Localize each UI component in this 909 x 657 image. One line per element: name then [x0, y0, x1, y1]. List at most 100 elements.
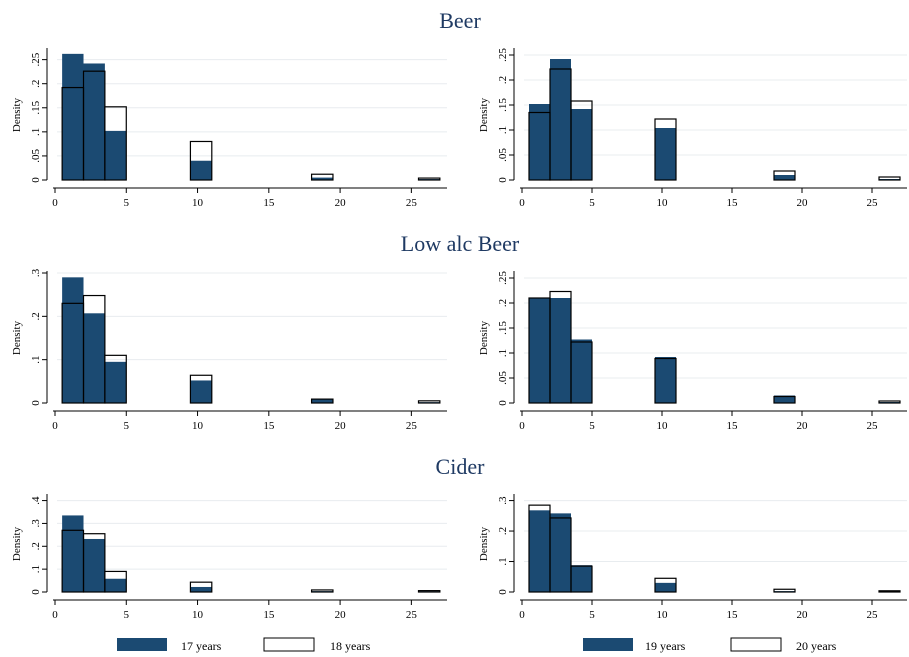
bar-20-years [549, 517, 572, 593]
y-tick-label: 0 [30, 589, 42, 595]
bar-17-years [190, 380, 212, 403]
y-tick-label: .1 [30, 356, 42, 364]
y-tick-label: .15 [30, 100, 42, 114]
x-tick-label: 5 [124, 609, 130, 621]
y-tick-label: .25 [30, 52, 42, 66]
bar-17-years [104, 130, 127, 180]
bar-17-years [83, 313, 105, 403]
panel-cider-right: 0 .1 .2 .3 Density 0 5 10 15 20 25 [478, 494, 907, 621]
y-tick-label: .1 [30, 565, 42, 573]
bar-19-years [655, 582, 676, 592]
bar-17-years [83, 63, 105, 181]
x-tick-label: 15 [263, 197, 275, 209]
y-axis-label: Density [11, 526, 23, 561]
bar-18-years [310, 173, 334, 181]
bar-18-years [82, 294, 106, 404]
x-tick-label: 25 [867, 197, 879, 209]
y-tick-label: .05 [497, 148, 509, 162]
bar-19-years [550, 298, 571, 403]
x-tick-label: 25 [406, 609, 418, 621]
y-tick-label: .3 [30, 268, 42, 277]
bar-18-years [82, 533, 106, 593]
legend-swatch-17-years [117, 638, 167, 651]
y-tick-label: .15 [497, 98, 509, 112]
y-tick-label: .25 [497, 271, 509, 285]
bar-17-years [104, 578, 127, 592]
panel-low-alc-beer-left: 0 .1 .2 .3 Density 0 5 10 15 20 25 [11, 268, 447, 432]
x-tick-label: 20 [797, 420, 809, 432]
y-tick-label: 0 [497, 400, 509, 406]
legend-swatch-19-years [583, 638, 633, 651]
legend-label-20-years: 20 years [796, 639, 837, 653]
bar-19-years [774, 175, 795, 180]
x-tick-label: 5 [124, 197, 130, 209]
y-tick-label: .05 [30, 149, 42, 163]
bar-17-years [311, 177, 333, 180]
bar-20-years [570, 565, 593, 593]
x-tick-label: 0 [52, 420, 58, 432]
legend-swatch-18-years [263, 637, 315, 652]
bar-20-years [878, 590, 901, 593]
y-tick-label: 0 [30, 177, 42, 183]
y-axis-label: Density [478, 97, 490, 132]
bar-20-years [570, 341, 593, 404]
x-tick-label: 5 [124, 420, 130, 432]
x-tick-label: 20 [335, 197, 347, 209]
x-tick-label: 15 [263, 609, 275, 621]
x-tick-label: 25 [406, 197, 418, 209]
y-tick-label: .2 [497, 299, 509, 307]
bar-17-years [62, 277, 84, 403]
y-tick-label: 0 [497, 177, 509, 183]
y-tick-label: .2 [30, 312, 42, 320]
bar-18-years [189, 140, 213, 181]
x-tick-label: 25 [406, 420, 418, 432]
legend-right: 19 years 20 years [583, 637, 837, 653]
bar-17-years [83, 538, 105, 592]
bar-20-years [570, 100, 593, 181]
bar-18-years [417, 400, 441, 404]
bar-19-years [529, 104, 550, 180]
legend-label-19-years: 19 years [645, 639, 686, 653]
section-title-beer: Beer [439, 8, 481, 33]
bar-19-years [571, 109, 592, 180]
legend-swatch-20-years [730, 637, 782, 652]
bar-18-years [104, 570, 127, 593]
x-tick-label: 0 [519, 420, 525, 432]
x-tick-label: 10 [192, 609, 204, 621]
y-tick-label: .2 [497, 76, 509, 84]
panel-beer-right: 0 .05 .1 .15 .2 .25 Density 0 5 10 15 20 25 [478, 48, 907, 209]
bar-17-years [190, 160, 212, 180]
bar-18-years [189, 581, 213, 593]
bar-19-years [774, 395, 795, 403]
bar-20-years [878, 400, 901, 404]
x-tick-label: 25 [867, 609, 879, 621]
x-tick-label: 15 [263, 420, 275, 432]
bar-19-years [529, 298, 550, 403]
x-tick-label: 20 [335, 609, 347, 621]
bar-18-years [310, 589, 334, 593]
y-axis-label: Density [11, 97, 23, 132]
section-title-cider: Cider [436, 454, 486, 479]
legend-label-18-years: 18 years [330, 639, 371, 653]
y-axis-label: Density [11, 320, 23, 355]
x-tick-label: 0 [519, 609, 525, 621]
x-tick-label: 5 [589, 197, 595, 209]
x-tick-label: 15 [727, 609, 739, 621]
bar-19-years [529, 510, 550, 592]
y-tick-label: .25 [497, 48, 509, 62]
y-tick-label: .1 [30, 128, 42, 136]
bar-18-years [104, 354, 127, 404]
bar-19-years [571, 565, 592, 592]
x-tick-label: 10 [657, 420, 669, 432]
legend-left: 17 years 18 years [117, 637, 371, 653]
bar-18-years [310, 398, 334, 404]
bar-18-years [189, 374, 213, 404]
y-tick-label: .3 [30, 519, 42, 528]
bar-18-years [417, 177, 441, 181]
x-tick-label: 10 [192, 420, 204, 432]
bar-20-years [654, 118, 677, 181]
bar-17-years [190, 586, 212, 592]
y-tick-label: .1 [497, 349, 509, 357]
y-tick-label: 0 [497, 589, 509, 595]
